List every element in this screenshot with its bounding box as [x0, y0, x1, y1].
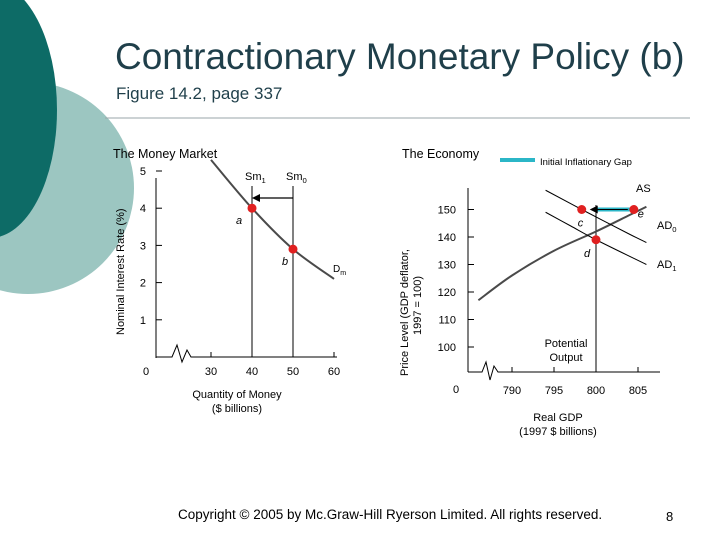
economy-origin-label: 0 — [453, 384, 459, 396]
economy-x-tick-label: 795 — [545, 385, 563, 397]
aggregate-demand-ad0-curve — [545, 189, 647, 243]
economy-y-tick-label: 140 — [438, 232, 456, 244]
supply-curve-sm1-label: Sm1 — [245, 171, 266, 185]
economy-point-d — [591, 235, 601, 245]
economy-x-tick-label: 790 — [503, 385, 521, 397]
money-market-x-ticks: 30 40 50 60 — [205, 352, 340, 378]
economy-x-axis-label-units: (1997 $ billions) — [519, 426, 597, 438]
aggregate-demand-ad1-curve — [545, 211, 647, 265]
economy-y-axis-label: Price Level (GDP deflator, — [399, 249, 411, 376]
money-market-heading: The Money Market — [113, 147, 218, 161]
money-market-y-tick-label: 2 — [140, 278, 146, 290]
slide-subtitle: Figure 14.2, page 337 — [116, 84, 283, 103]
money-market-x-tick-label: 60 — [328, 366, 340, 378]
economy-x-tick-label: 805 — [629, 385, 647, 397]
aggregate-supply-curve — [477, 205, 647, 302]
economy-chart: The Economy Initial Inflationary Gap Pri… — [399, 147, 677, 438]
money-market-x-tick-label: 40 — [246, 366, 258, 378]
potential-output-label-line2: Output — [549, 352, 582, 364]
money-market-x-axis-label-units: ($ billions) — [212, 403, 262, 415]
money-market-y-tick-label: 5 — [140, 166, 146, 178]
point-c-label: c — [578, 218, 584, 230]
economy-y-tick-label: 130 — [438, 260, 456, 272]
economy-point-c — [577, 205, 587, 214]
money-market-x-axis — [156, 343, 337, 364]
economy-point-e — [629, 205, 639, 214]
economy-y-ticks: 150 140 130 120 110 100 — [438, 205, 474, 354]
copyright-notice: Copyright © 2005 by Mc.Graw-Hill Ryerson… — [178, 507, 603, 522]
money-market-origin-label: 0 — [143, 366, 149, 378]
money-market-point-a — [247, 203, 257, 213]
potential-output-label: Potential — [545, 338, 588, 350]
aggregate-supply-label: AS — [636, 183, 651, 195]
decorative-dark-ellipse — [0, 0, 57, 237]
economy-y-axis-label-units: 1997 = 100) — [412, 276, 424, 335]
economy-x-axis — [468, 360, 660, 381]
money-market-x-tick-label: 30 — [205, 366, 217, 378]
money-market-x-axis-label: Quantity of Money — [192, 389, 282, 401]
money-market-y-tick-label: 1 — [140, 315, 146, 327]
money-market-y-axis-label: Nominal Interest Rate (%) — [115, 208, 127, 335]
money-market-point-b — [288, 244, 298, 254]
point-a-label: a — [236, 215, 242, 227]
economy-x-tick-label: 800 — [587, 385, 605, 397]
inflationary-gap-legend-swatch — [500, 158, 535, 162]
supply-curve-sm0-label: Sm0 — [286, 171, 307, 185]
economy-plot: Potential Output AS AD0 AD1 c d e — [477, 183, 677, 372]
point-e-label: e — [638, 209, 644, 221]
money-market-chart: The Money Market Nominal Interest Rate (… — [113, 147, 346, 415]
money-market-y-ticks: 5 4 3 2 1 — [140, 166, 162, 327]
economy-x-axis-label: Real GDP — [533, 412, 583, 424]
point-b-label: b — [282, 256, 288, 268]
supply-shift-arrowhead — [252, 194, 260, 202]
economy-y-tick-label: 150 — [438, 205, 456, 217]
money-market-y-tick-label: 4 — [140, 203, 146, 215]
economy-y-tick-label: 120 — [438, 287, 456, 299]
economy-y-tick-label: 110 — [438, 315, 456, 327]
money-market-plot: Sm1 Sm0 Dm a b — [210, 159, 346, 357]
money-market-y-tick-label: 3 — [140, 240, 146, 252]
economy-heading: The Economy — [402, 147, 480, 161]
money-demand-label: Dm — [333, 264, 346, 277]
aggregate-demand-ad0-label: AD0 — [657, 220, 677, 234]
slide-title: Contractionary Monetary Policy (b) — [115, 36, 685, 77]
money-market-x-tick-label: 50 — [287, 366, 299, 378]
aggregate-demand-ad1-label: AD1 — [657, 259, 677, 273]
point-d-label: d — [584, 248, 591, 260]
inflationary-gap-legend-label: Initial Inflationary Gap — [540, 157, 632, 168]
economy-x-ticks: 790 795 800 805 — [503, 367, 647, 397]
gap-arrowhead — [589, 205, 598, 214]
economy-y-tick-label: 100 — [438, 342, 456, 354]
money-demand-curve — [210, 159, 335, 280]
page-number: 8 — [666, 509, 674, 524]
